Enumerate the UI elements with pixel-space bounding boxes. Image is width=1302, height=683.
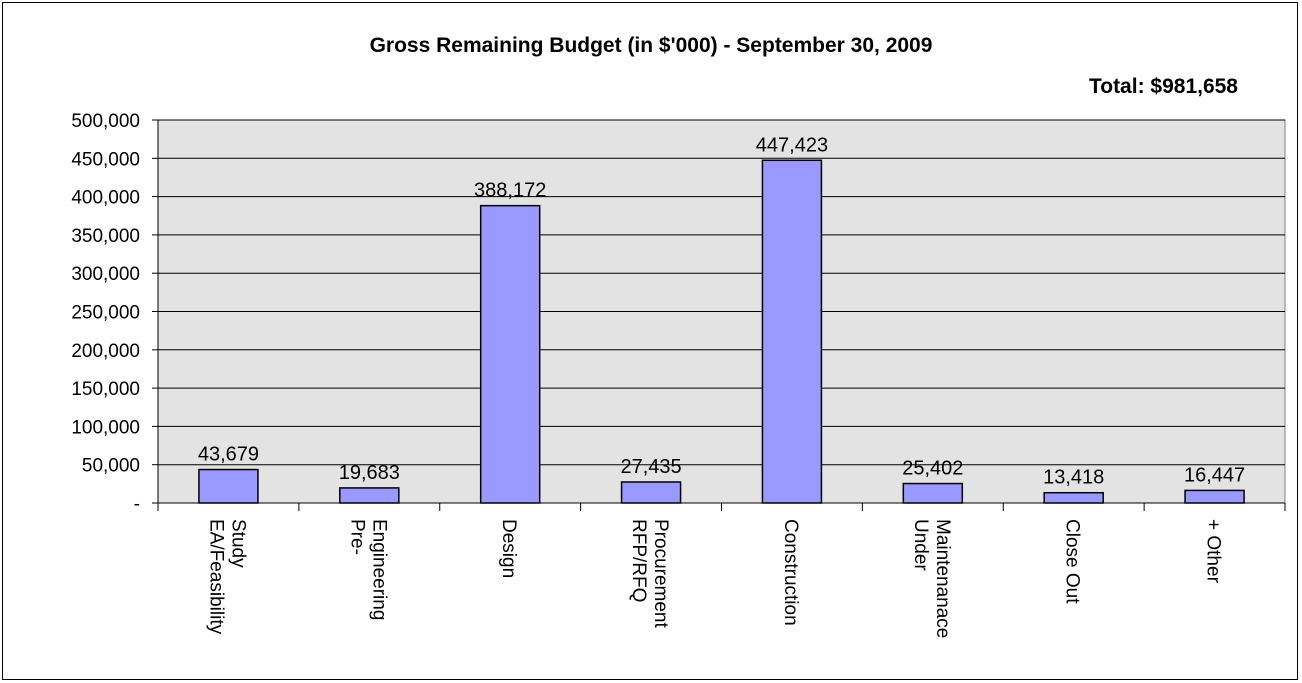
x-tick-label-line: Study	[227, 519, 248, 568]
x-tick-label-line: Close Out	[1062, 519, 1083, 604]
y-tick-label: 100,000	[71, 417, 140, 438]
bar-4	[761, 159, 823, 504]
x-tick-label-line: Maintenanace	[932, 519, 953, 638]
x-tick-label-line: Engineering	[368, 519, 389, 620]
x-tick-label-line: + Other	[1203, 519, 1224, 584]
x-tick-label-line: Procurement	[650, 519, 671, 628]
data-label-7: 16,447	[1184, 464, 1245, 486]
bars	[198, 159, 1245, 504]
x-tick-label-2: Design	[498, 519, 519, 578]
y-tick-label: 500,000	[71, 111, 140, 132]
y-tick-label: -	[134, 494, 140, 515]
data-label-5: 25,402	[902, 458, 963, 480]
y-tick-label: 200,000	[71, 341, 140, 362]
y-tick-label: 250,000	[71, 303, 140, 324]
gridlines	[158, 119, 1285, 466]
x-tick-label-line: RFP/RFQ	[628, 519, 649, 602]
data-label-4: 447,423	[756, 134, 828, 156]
x-tick-label-line: EA/Feasibility	[205, 519, 226, 635]
bar-1	[339, 487, 400, 504]
x-axis: EA/Feasibility Study Pre- Engineering Design…	[157, 502, 1286, 638]
y-tick-label: 400,000	[71, 188, 140, 209]
x-tick-label-1: Pre- Engineering	[346, 519, 389, 620]
chart-title: Gross Remaining Budget (in $'000) - Sept…	[369, 34, 933, 57]
x-tick-label-line: Under	[910, 519, 931, 571]
y-axis: - 50,000 100,000 150,000 200,000 250,000 300,0…	[71, 111, 159, 515]
x-tick-label-0: EA/Feasibility Study	[205, 519, 248, 635]
data-label-0: 43,679	[198, 444, 259, 466]
y-tick-label: 300,000	[71, 264, 140, 285]
x-tick-label-6: Close Out	[1062, 519, 1083, 604]
x-tick-label-7: + Other	[1203, 519, 1224, 584]
data-label-1: 19,683	[339, 462, 400, 484]
bar-7	[1184, 489, 1245, 504]
data-label-2: 388,172	[474, 180, 546, 202]
data-labels: 43,679 19,683 388,172 27,435 447,423 25,402 13…	[198, 134, 1245, 488]
y-tick-label: 450,000	[71, 149, 140, 170]
data-label-6: 13,418	[1043, 467, 1104, 489]
bar-6	[1043, 491, 1104, 504]
y-tick-label: 150,000	[71, 379, 140, 400]
bar-5	[902, 482, 964, 504]
x-tick-label-4: Construction	[780, 519, 801, 626]
bar-0	[198, 468, 259, 504]
bar-3	[620, 481, 682, 504]
x-tick-label-line: Design	[498, 519, 519, 578]
x-tick-label-line: Pre-	[346, 519, 367, 555]
data-label-3: 27,435	[620, 456, 681, 478]
y-tick-label: 50,000	[82, 456, 140, 477]
y-tick-label: 350,000	[71, 226, 140, 247]
bar-2	[479, 204, 541, 504]
x-tick-label-5: Under Maintenanace	[910, 519, 953, 638]
x-tick-label-3: RFP/RFQ Procurement	[628, 519, 671, 628]
x-tick-label-line: Construction	[780, 519, 801, 626]
chart-total-label: Total: $981,658	[1088, 75, 1238, 98]
